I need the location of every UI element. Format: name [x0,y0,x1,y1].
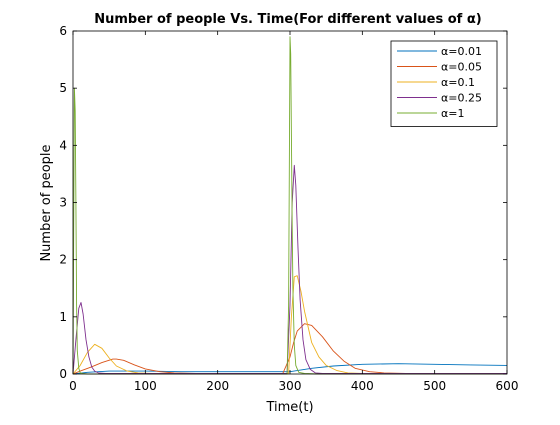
x-tick-label: 100 [134,379,157,393]
x-tick-label: 0 [69,379,77,393]
legend: α=0.01 α=0.05 α=0.1 α=0.25 α=1 [390,40,498,127]
legend-box [390,40,498,127]
y-tick-label: 3 [59,196,67,210]
series-layer [72,36,508,375]
y-tick-label: 6 [59,24,67,38]
tick-layer: 0 100 200 300 400 500 600 0 1 2 3 4 5 6 [59,24,518,393]
chart-title: Number of people Vs. Time(For different … [94,12,481,27]
legend-label-3: α=0.25 [441,92,482,105]
y-tick-label: 1 [59,310,67,324]
x-tick-label: 300 [279,379,302,393]
x-axis-label: Time(t) [265,400,313,415]
y-tick-label: 0 [59,367,67,381]
series-line-2 [72,275,507,375]
series-line-3 [72,164,507,375]
y-axis-label: Number of people [39,144,54,261]
x-tick-label: 500 [423,379,446,393]
x-tick-label: 600 [496,379,519,393]
x-tick-label: 400 [351,379,374,393]
series-line-1 [72,323,507,375]
y-tick-label: 5 [59,81,67,95]
series-line-4 [72,36,507,375]
legend-label-4: α=1 [441,107,464,120]
legend-label-1: α=0.05 [441,61,482,74]
legend-label-0: α=0.01 [441,45,482,58]
y-tick-label: 4 [59,138,67,152]
legend-label-2: α=0.1 [441,76,475,89]
y-tick-label: 2 [59,253,67,267]
x-tick-label: 200 [206,379,229,393]
